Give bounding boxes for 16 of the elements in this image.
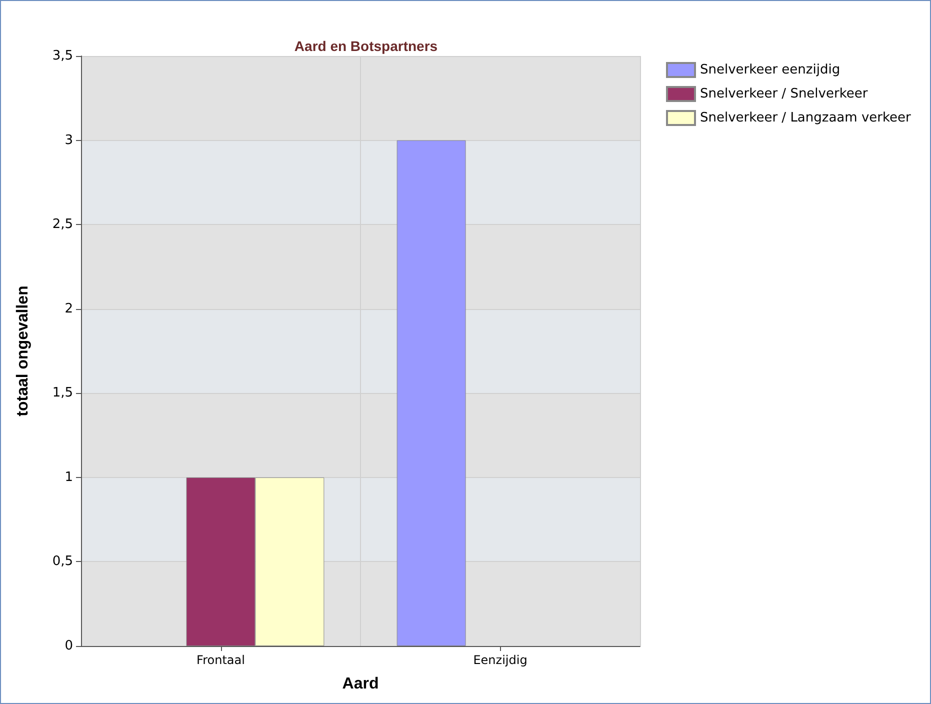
y-axis-title: totaal ongevallen: [14, 286, 32, 416]
y-tick-label: 3: [64, 132, 73, 148]
y-tick-label: 2,5: [52, 217, 73, 232]
legend-label: Snelverkeer eenzijdig: [700, 62, 840, 78]
y-tick-label: 1: [64, 470, 73, 485]
y-tick-label: 1,5: [52, 386, 73, 401]
y-tick-label: 3,5: [52, 48, 73, 64]
x-tick-label: Frontaal: [196, 653, 245, 667]
y-tick-label: 2: [64, 301, 73, 316]
x-axis-title: Aard: [342, 676, 379, 692]
chart-title: Aard en Botspartners: [294, 38, 438, 54]
legend-label: Snelverkeer / Langzaam verkeer: [700, 110, 912, 126]
y-tick-label: 0,5: [52, 554, 73, 570]
x-tick-label: Eenzijdig: [473, 653, 528, 667]
y-tick-label: 0: [64, 638, 73, 654]
legend-label: Snelverkeer / Snelverkeer: [700, 86, 868, 102]
